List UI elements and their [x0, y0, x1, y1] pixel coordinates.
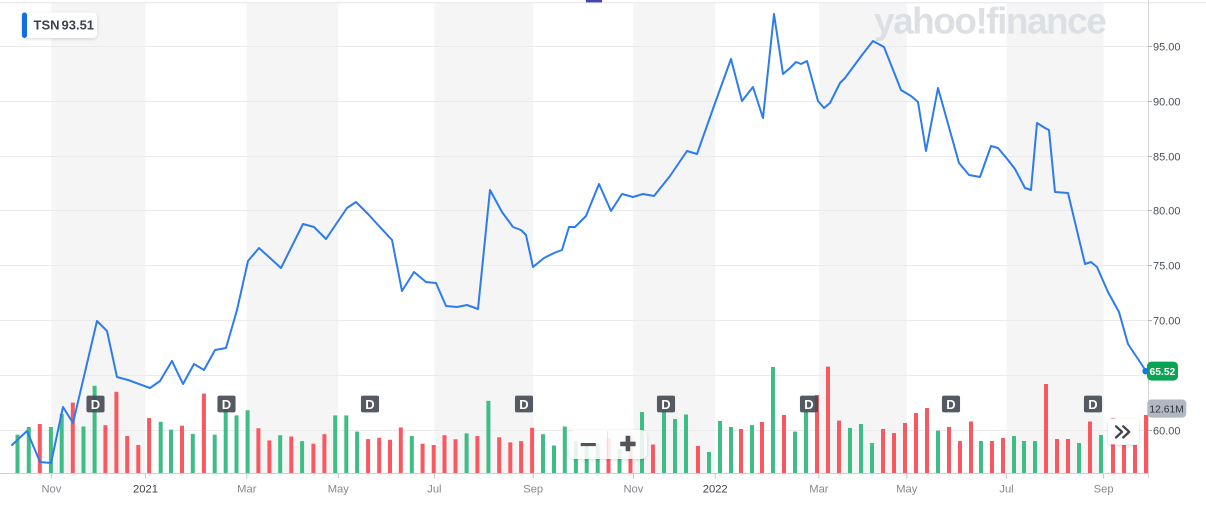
- svg-text:60.00: 60.00: [1153, 426, 1181, 438]
- svg-text:Jul: Jul: [999, 484, 1013, 496]
- svg-text:D: D: [365, 397, 374, 412]
- svg-text:Nov: Nov: [623, 484, 643, 496]
- svg-text:D: D: [946, 397, 955, 412]
- svg-text:65.52: 65.52: [1150, 367, 1176, 378]
- svg-text:D: D: [91, 397, 100, 412]
- svg-text:2022: 2022: [703, 484, 728, 496]
- svg-text:May: May: [328, 484, 350, 496]
- svg-text:D: D: [519, 397, 528, 412]
- svg-text:Jul: Jul: [427, 484, 441, 496]
- svg-text:12.61M: 12.61M: [1149, 404, 1183, 415]
- svg-text:Mar: Mar: [237, 484, 257, 496]
- svg-text:95.00: 95.00: [1153, 42, 1181, 54]
- svg-text:D: D: [804, 397, 813, 412]
- svg-text:80.00: 80.00: [1153, 206, 1181, 218]
- svg-text:90.00: 90.00: [1153, 97, 1181, 109]
- svg-text:93.51: 93.51: [62, 18, 95, 33]
- svg-text:Mar: Mar: [809, 484, 829, 496]
- svg-text:D: D: [661, 397, 670, 412]
- svg-text:TSN: TSN: [34, 18, 60, 33]
- svg-text:70.00: 70.00: [1153, 316, 1181, 328]
- svg-text:May: May: [896, 484, 918, 496]
- svg-text:75.00: 75.00: [1153, 261, 1181, 273]
- svg-text:85.00: 85.00: [1153, 152, 1181, 164]
- svg-text:Nov: Nov: [41, 484, 61, 496]
- svg-text:yahoo!finance: yahoo!finance: [874, 1, 1106, 42]
- svg-text:D: D: [222, 397, 231, 412]
- svg-text:2021: 2021: [133, 484, 158, 496]
- svg-text:Sep: Sep: [523, 484, 543, 496]
- svg-text:D: D: [1088, 397, 1097, 412]
- svg-text:Sep: Sep: [1094, 484, 1114, 496]
